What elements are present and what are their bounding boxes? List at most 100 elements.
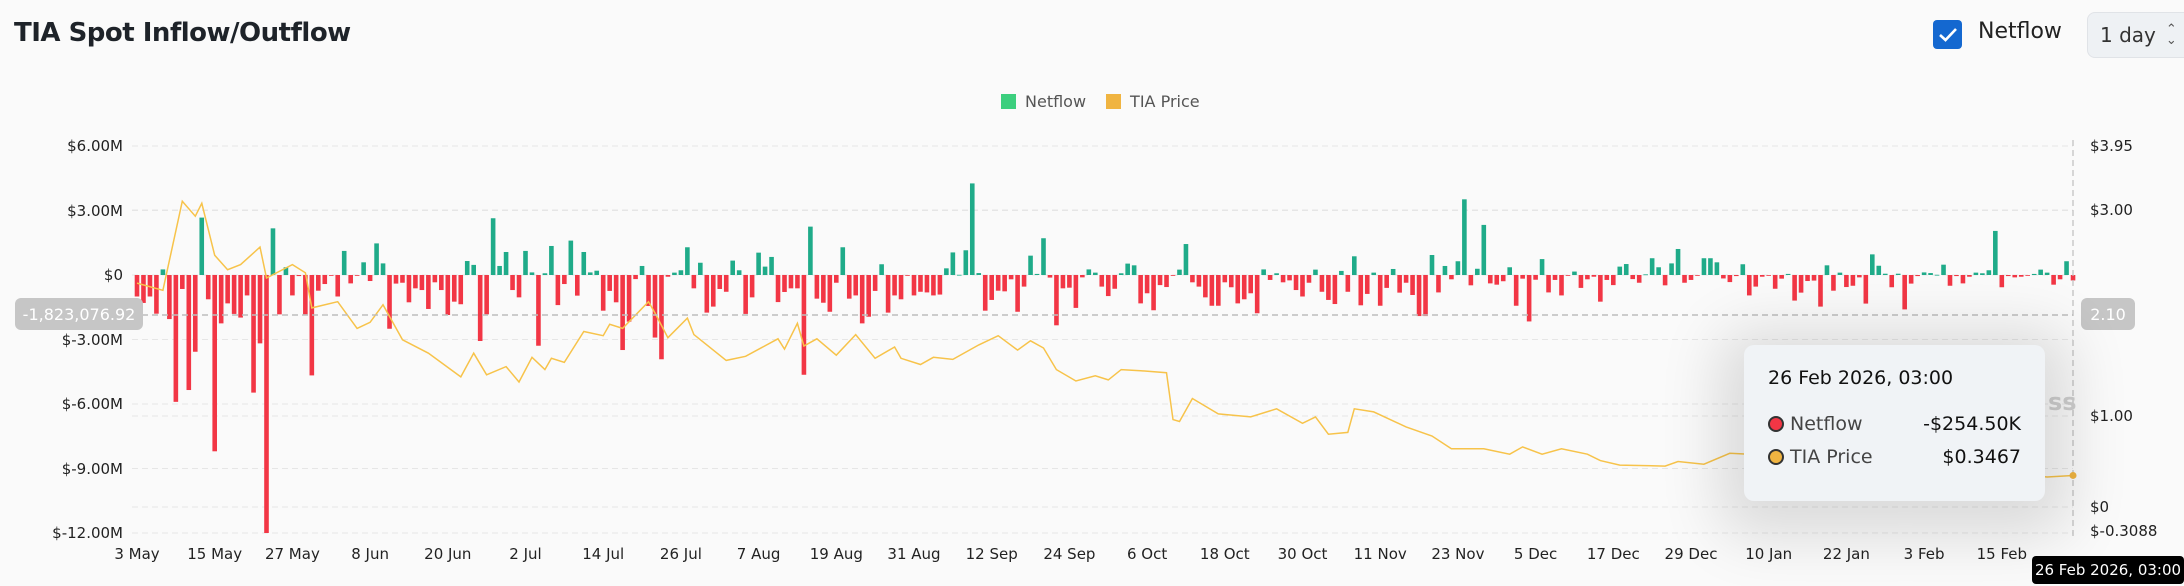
netflow-bar-outflow[interactable] — [1358, 275, 1364, 306]
netflow-bar-outflow[interactable] — [1662, 275, 1668, 286]
netflow-bar-outflow[interactable] — [905, 275, 910, 276]
netflow-bar-inflow[interactable] — [1371, 272, 1377, 275]
netflow-bar-inflow[interactable] — [1352, 256, 1357, 275]
netflow-bar-outflow[interactable] — [173, 275, 179, 402]
netflow-bar-outflow[interactable] — [2057, 275, 2063, 280]
netflow-bar-inflow[interactable] — [1617, 266, 1623, 275]
netflow-bar-outflow[interactable] — [723, 275, 729, 292]
netflow-bar-outflow[interactable] — [1267, 275, 1273, 280]
netflow-bar-outflow[interactable] — [2070, 275, 2076, 281]
netflow-bar-outflow[interactable] — [1746, 275, 1752, 296]
netflow-bar-outflow[interactable] — [1047, 275, 1053, 278]
netflow-bar-outflow[interactable] — [1772, 275, 1778, 289]
netflow-bar-outflow[interactable] — [296, 275, 302, 277]
netflow-bar-inflow[interactable] — [1740, 264, 1746, 275]
netflow-bar-outflow[interactable] — [1364, 275, 1370, 294]
netflow-bar-outflow[interactable] — [691, 275, 697, 289]
netflow-bar-outflow[interactable] — [2051, 275, 2056, 285]
netflow-bar-inflow[interactable] — [1462, 199, 1467, 275]
netflow-bar-inflow[interactable] — [1986, 270, 1992, 275]
legend-item-netflow[interactable]: Netflow — [1001, 92, 1086, 111]
netflow-bar-outflow[interactable] — [2005, 275, 2011, 277]
netflow-bar-outflow[interactable] — [432, 275, 438, 283]
netflow-bar-outflow[interactable] — [1254, 275, 1260, 314]
netflow-bar-inflow[interactable] — [976, 273, 982, 275]
netflow-bar-outflow[interactable] — [1734, 275, 1739, 277]
netflow-bar-inflow[interactable] — [464, 261, 470, 275]
netflow-bar-outflow[interactable] — [885, 275, 891, 313]
netflow-bar-outflow[interactable] — [1727, 275, 1733, 283]
netflow-bar-outflow[interactable] — [328, 275, 334, 276]
netflow-bar-outflow[interactable] — [1863, 275, 1869, 304]
netflow-bar-outflow[interactable] — [231, 275, 237, 314]
netflow-bar-inflow[interactable] — [1921, 272, 1927, 275]
netflow-bar-outflow[interactable] — [367, 275, 373, 282]
netflow-bar-inflow[interactable] — [730, 260, 735, 275]
netflow-bar-outflow[interactable] — [2018, 275, 2024, 277]
netflow-bar-outflow[interactable] — [1138, 275, 1143, 304]
netflow-bar-outflow[interactable] — [406, 275, 412, 303]
netflow-bar-outflow[interactable] — [1060, 275, 1066, 289]
netflow-bar-inflow[interactable] — [270, 228, 276, 275]
netflow-bar-inflow[interactable] — [1261, 269, 1266, 275]
netflow-bar-outflow[interactable] — [277, 275, 282, 315]
netflow-bar-outflow[interactable] — [1500, 275, 1506, 282]
netflow-bar-inflow[interactable] — [2038, 269, 2043, 275]
netflow-bar-outflow[interactable] — [1468, 275, 1474, 286]
netflow-bar-outflow[interactable] — [1080, 275, 1085, 278]
netflow-bar-inflow[interactable] — [879, 264, 884, 275]
netflow-bar-outflow[interactable] — [1552, 275, 1558, 280]
netflow-bar-outflow[interactable] — [348, 275, 353, 284]
netflow-bar-inflow[interactable] — [969, 183, 975, 275]
netflow-bar-outflow[interactable] — [1688, 275, 1694, 280]
netflow-bar-outflow[interactable] — [1377, 275, 1383, 306]
netflow-bar-outflow[interactable] — [451, 275, 457, 302]
netflow-bar-outflow[interactable] — [212, 275, 217, 452]
netflow-bar-outflow[interactable] — [1144, 275, 1150, 294]
netflow-bar-outflow[interactable] — [1636, 275, 1642, 283]
netflow-bar-inflow[interactable] — [1442, 265, 1448, 275]
netflow-bar-inflow[interactable] — [1714, 262, 1720, 275]
netflow-bar-inflow[interactable] — [1701, 258, 1707, 275]
netflow-bar-inflow[interactable] — [1041, 238, 1046, 275]
netflow-bar-inflow[interactable] — [840, 247, 846, 275]
netflow-bar-outflow[interactable] — [924, 275, 930, 293]
netflow-bar-outflow[interactable] — [743, 275, 748, 314]
netflow-bar-outflow[interactable] — [205, 275, 211, 300]
netflow-bar-outflow[interactable] — [1591, 275, 1597, 277]
netflow-bar-inflow[interactable] — [2044, 272, 2050, 275]
netflow-bar-inflow[interactable] — [594, 270, 600, 275]
netflow-bar-outflow[interactable] — [872, 275, 878, 291]
netflow-bar-outflow[interactable] — [1831, 275, 1836, 291]
netflow-bar-inflow[interactable] — [2031, 273, 2037, 275]
netflow-bar-outflow[interactable] — [1559, 275, 1564, 296]
netflow-bar-inflow[interactable] — [1339, 270, 1344, 275]
netflow-bar-outflow[interactable] — [510, 275, 515, 291]
netflow-bar-outflow[interactable] — [827, 275, 833, 312]
interval-select[interactable]: 1 day ⌃ ⌄ — [2087, 12, 2184, 58]
netflow-bar-outflow[interactable] — [154, 275, 159, 314]
netflow-bar-outflow[interactable] — [995, 275, 1001, 291]
netflow-bar-outflow[interactable] — [1436, 275, 1441, 293]
netflow-bar-inflow[interactable] — [2064, 261, 2069, 275]
netflow-bar-outflow[interactable] — [853, 275, 859, 296]
netflow-bar-inflow[interactable] — [1785, 273, 1791, 275]
netflow-bar-outflow[interactable] — [1157, 275, 1163, 286]
netflow-bar-inflow[interactable] — [1429, 255, 1435, 275]
netflow-bar-inflow[interactable] — [1093, 272, 1098, 275]
netflow-bar-outflow[interactable] — [303, 275, 308, 315]
netflow-bar-inflow[interactable] — [503, 251, 509, 275]
netflow-bar-inflow[interactable] — [1183, 244, 1189, 275]
netflow-bar-outflow[interactable] — [426, 275, 431, 309]
netflow-bar-inflow[interactable] — [950, 252, 956, 275]
netflow-bar-outflow[interactable] — [1203, 275, 1208, 298]
netflow-bar-inflow[interactable] — [549, 245, 554, 275]
netflow-bar-inflow[interactable] — [685, 247, 690, 275]
netflow-bar-outflow[interactable] — [309, 275, 315, 376]
netflow-bar-outflow[interactable] — [1598, 275, 1603, 302]
netflow-bar-outflow[interactable] — [316, 275, 321, 291]
netflow-bar-inflow[interactable] — [1125, 263, 1130, 275]
netflow-bar-outflow[interactable] — [1306, 275, 1312, 283]
netflow-bar-outflow[interactable] — [1190, 275, 1195, 283]
netflow-bar-outflow[interactable] — [652, 275, 658, 338]
